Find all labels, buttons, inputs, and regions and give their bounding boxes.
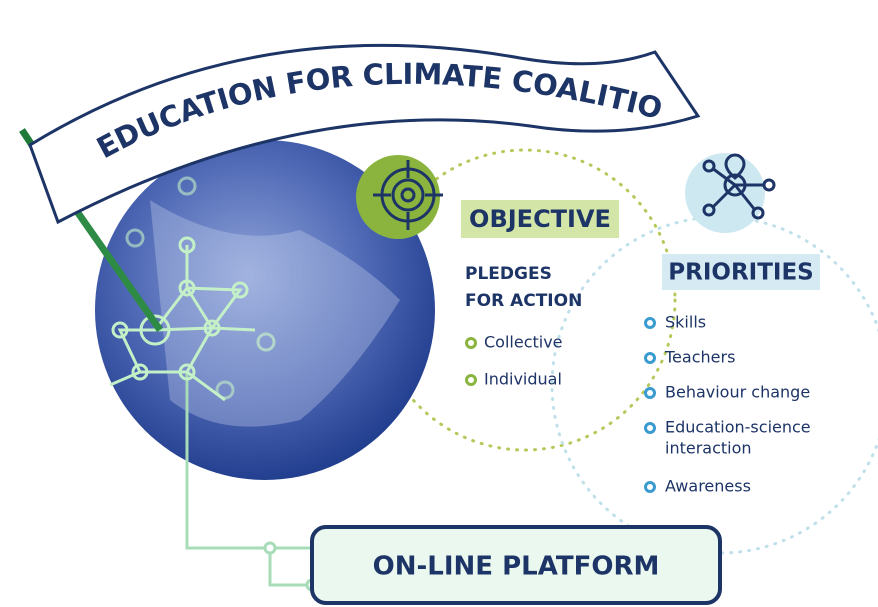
bullet xyxy=(646,483,655,492)
banner-title: EDUCATION FOR CLIMATE COALITION xyxy=(0,0,666,165)
objective-item: Collective xyxy=(484,333,563,352)
priorities-list: Skills Teachers Behaviour change Education-… xyxy=(646,313,811,496)
objective-icon-bg xyxy=(356,155,440,239)
banner-title: EDUCATION FOR CLIMATE COALITION xyxy=(0,0,666,165)
bullet xyxy=(646,319,655,328)
objective-list: Collective Individual xyxy=(467,333,563,389)
platform-label: ON-LINE PLATFORM xyxy=(373,552,660,582)
bullet xyxy=(646,389,655,398)
bullet xyxy=(467,376,476,385)
priority-item: Skills xyxy=(665,313,706,332)
objective-heading: OBJECTIVE xyxy=(469,205,611,233)
objective-subheading: PLEDGES xyxy=(465,264,552,284)
bullet xyxy=(646,354,655,363)
priority-item: Education-science xyxy=(665,418,811,437)
infographic: EDUCATION FOR CLIMATE COALITION OBJECTIV… xyxy=(0,0,878,607)
priorities-heading: PRIORITIES xyxy=(668,260,813,286)
objective-subheading: FOR ACTION xyxy=(465,291,582,311)
priority-item: Behaviour change xyxy=(665,383,810,402)
priority-item: interaction xyxy=(665,439,752,458)
bullet xyxy=(646,424,655,433)
priority-item: Awareness xyxy=(665,477,751,496)
priority-item: Teachers xyxy=(664,348,735,367)
bullet xyxy=(467,339,476,348)
objective-item: Individual xyxy=(484,370,562,389)
